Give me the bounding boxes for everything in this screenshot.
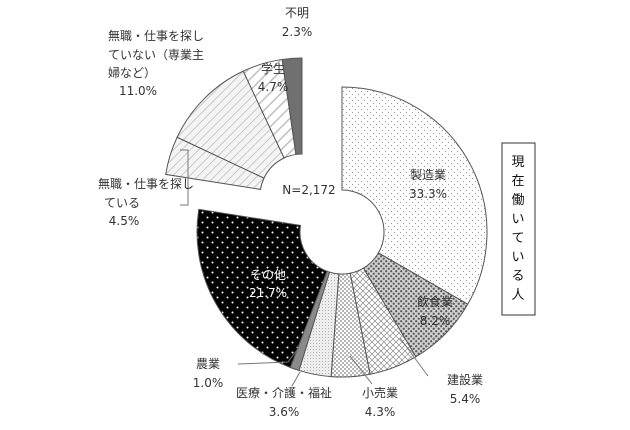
label-agriculture-name: 農業 [196, 357, 220, 371]
group-label-char: 現 [511, 155, 524, 170]
label-seeking-pct: 4.5% [109, 214, 140, 228]
label-food-name: 飲食業 [417, 294, 453, 309]
group-label-char: い [511, 212, 524, 227]
group-label-char: 働 [511, 193, 524, 208]
label-construction-pct: 5.4% [450, 392, 481, 406]
group-label-char: て [511, 231, 524, 246]
slice-labels: 製造業 33.3% 飲食業 8.2% 建設業 5.4% 小売業 4.3% 医療・… [98, 6, 483, 419]
label-retail-pct: 4.3% [365, 405, 396, 419]
label-retail-name: 小売業 [362, 385, 398, 400]
label-not-seeking-line1: 無職・仕事を探し [108, 28, 204, 43]
label-manufacturing-name: 製造業 [410, 168, 446, 182]
slice-unknown [281, 57, 303, 156]
label-other-name: その他 [250, 268, 286, 282]
label-seeking-line1: 無職・仕事を探し [98, 176, 194, 191]
group-label-char: る [511, 269, 524, 284]
label-other-pct: 21.7% [249, 286, 287, 300]
label-not-seeking-line3: 婦など） [108, 65, 156, 80]
leader-construction [399, 337, 429, 377]
label-student-pct: 4.7% [258, 80, 289, 94]
leader-lines [180, 149, 429, 387]
group-label-char: 在 [511, 174, 524, 189]
leader-retail [349, 355, 373, 385]
total-count-label: N=2,172 [282, 183, 335, 197]
leader-agriculture [237, 349, 298, 365]
group-label-border [501, 142, 536, 316]
label-medical-name: 医療・介護・福祉 [236, 385, 332, 400]
label-not-seeking-pct: 11.0% [119, 84, 157, 98]
label-manufacturing-pct: 33.3% [409, 187, 447, 201]
label-unknown-pct: 2.3% [282, 25, 313, 39]
label-unknown-name: 不明 [285, 6, 309, 20]
group-label-char: い [511, 250, 524, 265]
label-construction-name: 建設業 [447, 372, 483, 387]
label-food-pct: 8.2% [420, 314, 451, 328]
group-label-char: 人 [511, 288, 524, 303]
label-not-seeking-line2: ていない（専業主 [108, 48, 204, 62]
slice-manufacturing [341, 86, 488, 305]
leader-seeking [180, 149, 189, 206]
label-agriculture-pct: 1.0% [193, 376, 224, 390]
slice-other [196, 208, 328, 369]
label-medical-pct: 3.6% [269, 405, 300, 419]
leader-medical [291, 371, 301, 387]
donut-slices [165, 57, 488, 378]
label-student-name: 学生 [261, 61, 285, 76]
label-seeking-line2: ている [104, 196, 140, 210]
